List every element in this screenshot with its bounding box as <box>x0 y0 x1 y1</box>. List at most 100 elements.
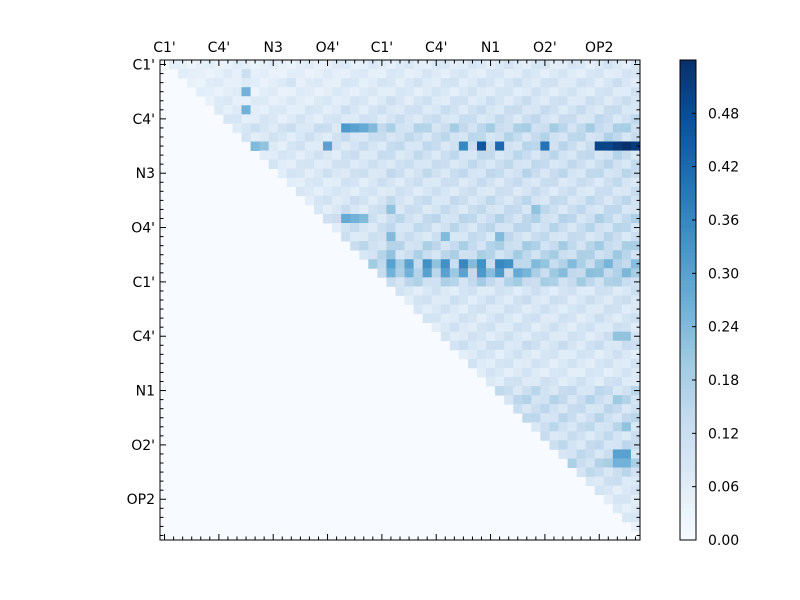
heatmap-cell <box>549 413 559 423</box>
heatmap-cell <box>458 223 469 233</box>
heatmap-cell <box>458 322 469 333</box>
heatmap-cell <box>576 349 587 360</box>
heatmap-cell <box>594 186 605 197</box>
heatmap-cell <box>476 313 487 324</box>
heatmap-cell <box>576 422 587 432</box>
heatmap-cell <box>413 123 424 133</box>
colorbar-segment <box>680 316 696 321</box>
heatmap-cell <box>531 213 541 224</box>
heatmap-cell <box>277 150 288 161</box>
heatmap-cell <box>585 69 596 79</box>
heatmap-cell <box>495 96 505 106</box>
heatmap-cell <box>513 123 523 133</box>
heatmap-cell <box>304 114 315 124</box>
heatmap-cell <box>603 331 614 342</box>
heatmap-cell <box>531 87 541 97</box>
heatmap-cell <box>585 422 596 432</box>
colorbar-segment <box>680 264 696 269</box>
heatmap-cell <box>540 114 550 124</box>
y-tick-label: N1 <box>136 384 155 400</box>
heatmap-cell <box>621 132 632 142</box>
heatmap-cell <box>576 295 587 305</box>
heatmap-cell <box>413 141 424 151</box>
heatmap-cell <box>522 376 532 387</box>
heatmap-cell <box>395 105 405 115</box>
heatmap-cell <box>449 204 460 215</box>
heatmap-cell <box>359 159 369 170</box>
heatmap-cell <box>522 367 532 378</box>
heatmap-cell <box>612 386 623 396</box>
heatmap-cell <box>449 241 460 251</box>
colorbar-segment <box>680 268 696 273</box>
heatmap-cell <box>585 159 596 170</box>
heatmap-cell <box>540 96 550 106</box>
heatmap-cell <box>504 87 514 97</box>
heatmap-cell <box>214 69 224 79</box>
heatmap-cell <box>567 87 578 97</box>
heatmap-cell <box>422 277 433 287</box>
heatmap-cell <box>332 168 342 179</box>
colorbar-segment <box>680 228 696 233</box>
heatmap-cell <box>467 340 478 351</box>
heatmap-cell <box>594 340 605 351</box>
heatmap-cell <box>594 168 605 179</box>
heatmap-cell <box>522 105 532 115</box>
heatmap-cell <box>431 322 442 333</box>
heatmap-cell <box>476 123 487 133</box>
heatmap-cell <box>368 204 378 215</box>
colorbar-segment <box>680 148 696 153</box>
heatmap-cell <box>341 159 351 170</box>
heatmap-cell <box>513 268 523 278</box>
heatmap-cell <box>268 78 279 88</box>
colorbar-segment <box>680 396 696 401</box>
heatmap-cell <box>431 69 442 79</box>
heatmap-cell <box>368 186 378 197</box>
heatmap-cell <box>467 114 478 124</box>
colorbar-segment <box>680 88 696 93</box>
heatmap-cell <box>513 395 523 405</box>
heatmap-cell <box>304 60 315 70</box>
heatmap-cell <box>250 78 261 88</box>
heatmap-cell <box>540 413 550 423</box>
heatmap-cell <box>431 177 442 188</box>
heatmap-cell <box>486 376 496 387</box>
heatmap-cell <box>205 96 215 106</box>
heatmap-cell <box>413 286 424 296</box>
heatmap-cell <box>486 168 496 179</box>
heatmap-cell <box>313 114 324 124</box>
heatmap-cell <box>386 195 396 206</box>
heatmap-cell <box>558 349 568 360</box>
heatmap-cell <box>486 232 496 242</box>
heatmap-cell <box>567 376 578 387</box>
colorbar-segment <box>680 336 696 341</box>
heatmap-cell <box>549 186 559 197</box>
colorbar-segment <box>680 348 696 353</box>
heatmap-cell <box>603 60 614 70</box>
heatmap-cell <box>630 413 641 423</box>
heatmap-cell <box>603 159 614 170</box>
colorbar-segment <box>680 224 696 229</box>
heatmap-cell <box>522 168 532 179</box>
heatmap-cell <box>476 87 487 97</box>
colorbar-segment <box>680 292 696 297</box>
heatmap-cell <box>332 204 342 215</box>
heatmap-cell <box>504 132 514 142</box>
heatmap-cell <box>549 250 559 260</box>
heatmap-cell <box>504 395 514 405</box>
heatmap-cell <box>531 259 541 269</box>
heatmap-cell <box>295 114 306 124</box>
heatmap-cell <box>404 60 414 70</box>
heatmap-cell <box>332 78 342 88</box>
heatmap-cell <box>413 250 424 260</box>
heatmap-cell <box>350 87 360 97</box>
heatmap-cell <box>603 204 614 215</box>
heatmap-cell <box>431 195 442 206</box>
heatmap-cell <box>395 186 405 197</box>
heatmap-cell <box>603 195 614 206</box>
heatmap-cell <box>621 141 632 151</box>
heatmap-cell <box>350 96 360 106</box>
heatmap-cell <box>513 132 523 142</box>
heatmap-cell <box>422 268 433 278</box>
heatmap-cell <box>232 87 242 97</box>
heatmap-cell <box>449 250 460 260</box>
